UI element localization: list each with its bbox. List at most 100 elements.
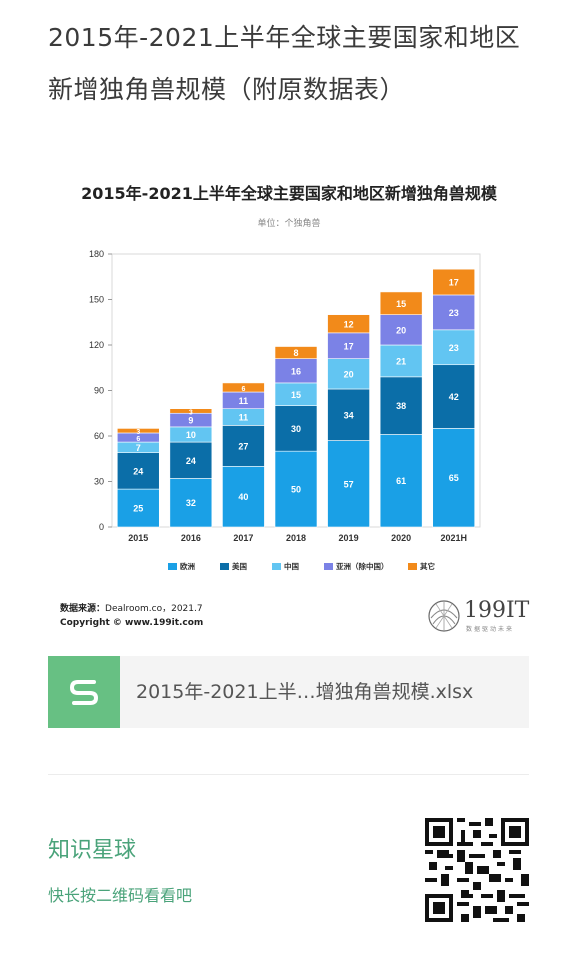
bar-segment bbox=[274, 358, 318, 384]
data-label: 42 bbox=[449, 392, 459, 402]
globe-logo-icon bbox=[428, 600, 460, 632]
logo-199it: 199IT 数据驱动未来 bbox=[426, 598, 530, 634]
source-label: 数据来源： bbox=[60, 604, 106, 614]
legend-swatch bbox=[168, 563, 177, 570]
y-tick-label: 90 bbox=[94, 386, 104, 396]
article-headline: 2015年-2021上半年全球主要国家和地区 新增独角兽规模（附原数据表） bbox=[48, 12, 548, 116]
data-label: 65 bbox=[449, 473, 459, 483]
legend-label: 欧洲 bbox=[180, 561, 195, 571]
data-label: 12 bbox=[344, 319, 354, 329]
legend-swatch bbox=[324, 563, 333, 570]
data-label: 7 bbox=[136, 443, 141, 453]
qr-code-icon[interactable] bbox=[425, 818, 529, 922]
chart-title: 2015年-2021上半年全球主要国家和地区新增独角兽规模 bbox=[81, 184, 497, 203]
data-label: 38 bbox=[396, 401, 406, 411]
bar-segment bbox=[116, 452, 160, 490]
x-tick-label: 2019 bbox=[339, 533, 359, 543]
data-label: 61 bbox=[396, 476, 406, 486]
y-tick-label: 180 bbox=[89, 249, 104, 259]
bar-segment bbox=[432, 364, 476, 429]
x-tick-label: 2017 bbox=[233, 533, 253, 543]
legend-label: 美国 bbox=[232, 561, 247, 571]
data-label: 17 bbox=[449, 278, 459, 288]
data-label: 11 bbox=[239, 413, 249, 423]
source-text: Dealroom.co，2021.7 bbox=[105, 604, 203, 614]
chart-image: 2015年-2021上半年全球主要国家和地区新增独角兽规模 单位：个独角兽 0 3… bbox=[48, 168, 530, 638]
data-label: 15 bbox=[396, 299, 406, 309]
stacked-bar-chart: 0306090120150180252476320153224109320164… bbox=[89, 249, 481, 571]
planet-subtitle: 快长按二维码看看吧 bbox=[48, 886, 193, 905]
bar-segment bbox=[379, 344, 423, 378]
x-tick-label: 2021H bbox=[440, 533, 467, 543]
data-label: 10 bbox=[186, 430, 196, 440]
data-label: 23 bbox=[449, 343, 459, 353]
legend-label: 其它 bbox=[420, 561, 435, 571]
data-label: 23 bbox=[449, 308, 459, 318]
bar-segment bbox=[432, 268, 476, 296]
data-label: 15 bbox=[291, 390, 301, 400]
bar-segment bbox=[116, 488, 160, 528]
data-label: 21 bbox=[396, 356, 406, 366]
data-label: 34 bbox=[344, 410, 354, 420]
data-label: 40 bbox=[238, 492, 248, 502]
legend-label: 中国 bbox=[284, 561, 299, 571]
file-attachment-card[interactable]: 2015年-2021上半…增独角兽规模.xlsx bbox=[48, 656, 529, 728]
bar-segment bbox=[116, 428, 160, 434]
bar-segment bbox=[379, 291, 423, 315]
data-label: 16 bbox=[291, 366, 301, 376]
x-tick-label: 2020 bbox=[391, 533, 411, 543]
bar-segment bbox=[327, 332, 370, 359]
planet-title: 知识星球 bbox=[48, 838, 137, 863]
bar-segment bbox=[327, 440, 370, 528]
data-label: 6 bbox=[136, 436, 140, 443]
data-label: 20 bbox=[396, 325, 406, 335]
data-label: 32 bbox=[186, 498, 196, 508]
bar-segment bbox=[432, 294, 476, 331]
spreadsheet-s-icon bbox=[48, 656, 120, 728]
bar-segment bbox=[327, 314, 370, 334]
bar-segment bbox=[222, 466, 265, 528]
bar-segment bbox=[169, 441, 213, 479]
bar-segment bbox=[327, 388, 370, 441]
bar-segment bbox=[169, 408, 213, 414]
bar-segment bbox=[222, 425, 265, 467]
bar-segment bbox=[432, 428, 476, 528]
legend-label: 亚洲（除中国） bbox=[336, 561, 389, 571]
data-label: 24 bbox=[186, 456, 196, 466]
data-label: 9 bbox=[188, 416, 193, 426]
file-name: 2015年-2021上半…增独角兽规模.xlsx bbox=[136, 681, 474, 703]
chart-source: 数据来源：Dealroom.co，2021.7 Copyright © www.… bbox=[60, 602, 203, 630]
x-tick-label: 2016 bbox=[181, 533, 201, 543]
y-tick-label: 60 bbox=[94, 431, 104, 441]
bar-segment bbox=[432, 329, 476, 366]
section-divider bbox=[48, 774, 529, 775]
copyright-text: Copyright © www.199it.com bbox=[60, 618, 204, 628]
data-label: 27 bbox=[238, 441, 248, 451]
bar-segment bbox=[222, 382, 265, 393]
data-label: 24 bbox=[133, 466, 143, 476]
data-label: 3 bbox=[189, 409, 193, 416]
data-label: 20 bbox=[344, 369, 354, 379]
data-label: 3 bbox=[136, 429, 140, 436]
data-label: 6 bbox=[241, 386, 245, 393]
data-label: 57 bbox=[344, 479, 354, 489]
legend-swatch bbox=[220, 563, 229, 570]
y-tick-label: 120 bbox=[89, 340, 104, 350]
data-label: 11 bbox=[239, 396, 249, 406]
x-tick-label: 2018 bbox=[286, 533, 306, 543]
headline-line-1: 2015年-2021上半年全球主要国家和地区 bbox=[48, 23, 521, 52]
data-label: 30 bbox=[291, 424, 301, 434]
logo-text: 199IT bbox=[464, 598, 530, 623]
data-label: 8 bbox=[293, 348, 298, 358]
bar-segment bbox=[379, 314, 423, 346]
bar-segment bbox=[169, 478, 213, 528]
legend-swatch bbox=[272, 563, 281, 570]
bar-segment bbox=[274, 405, 318, 452]
data-label: 17 bbox=[344, 341, 354, 351]
y-tick-label: 150 bbox=[89, 295, 104, 305]
logo-subtext: 数据驱动未来 bbox=[466, 626, 515, 633]
bar-segment bbox=[274, 450, 318, 528]
bar-segment bbox=[327, 358, 370, 390]
bar-segment bbox=[379, 434, 423, 528]
y-tick-label: 0 bbox=[99, 522, 104, 532]
